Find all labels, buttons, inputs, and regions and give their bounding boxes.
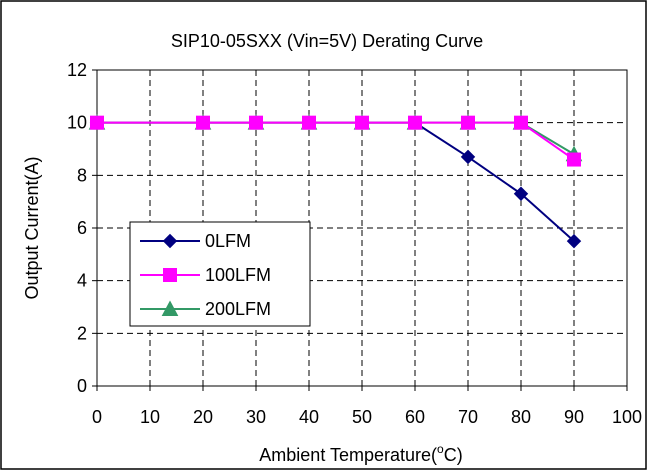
x-tick-label: 0: [92, 407, 102, 427]
x-tick-label: 20: [193, 407, 213, 427]
legend-entry: 0LFM: [140, 231, 251, 251]
legend-marker: [162, 233, 178, 249]
x-tick-label: 60: [405, 407, 425, 427]
x-tick-label: 10: [140, 407, 160, 427]
legend-entry: 100LFM: [140, 265, 271, 285]
x-axis-label-sup: o: [437, 442, 444, 456]
axis-ticks: 0 10 20 30 40 50 60 70 80 90 100 0 2 4 6 8 10 12: [67, 60, 642, 427]
data-point: [355, 115, 369, 130]
x-tick-label: 30: [246, 407, 266, 427]
y-tick-label: 8: [77, 165, 87, 185]
legend-marker: [161, 300, 179, 316]
data-point: [90, 115, 104, 130]
data-point: [566, 233, 582, 249]
legend-label: 200LFM: [205, 299, 271, 319]
y-tick-label: 6: [77, 218, 87, 238]
legend-label: 0LFM: [205, 231, 251, 251]
legend-label: 100LFM: [205, 265, 271, 285]
x-axis-label: Ambient Temperature(oC): [259, 442, 462, 465]
legend-marker: [163, 268, 177, 282]
legend: 0LFM 100LFM 200LFM: [129, 221, 311, 327]
y-tick-label: 4: [77, 271, 87, 291]
x-tick-label: 50: [352, 407, 372, 427]
data-point: [513, 186, 529, 201]
data-point: [249, 115, 263, 130]
series-100LFM: [90, 115, 581, 167]
data-point: [408, 115, 422, 130]
x-tick-label: 100: [612, 407, 642, 427]
x-axis-label-main: Ambient Temperature(: [259, 445, 437, 465]
y-tick-label: 0: [77, 376, 87, 396]
data-point: [567, 152, 581, 167]
data-point: [514, 115, 528, 130]
y-tick-label: 12: [67, 60, 87, 80]
legend-entry: 200LFM: [140, 299, 271, 319]
x-tick-label: 40: [299, 407, 319, 427]
x-tick-label: 80: [511, 407, 531, 427]
data-series: [88, 114, 583, 249]
chart-title: SIP10-05SXX (Vin=5V) Derating Curve: [171, 31, 483, 51]
y-axis-label: Output Current(A): [22, 156, 42, 299]
y-tick-label: 10: [67, 113, 87, 133]
data-point: [460, 149, 476, 165]
data-point: [302, 115, 316, 130]
x-tick-label: 90: [564, 407, 584, 427]
x-tick-label: 70: [458, 407, 478, 427]
data-point: [196, 115, 210, 130]
data-point: [461, 115, 475, 130]
x-axis-label-end: C): [444, 445, 463, 465]
y-tick-label: 2: [77, 323, 87, 343]
